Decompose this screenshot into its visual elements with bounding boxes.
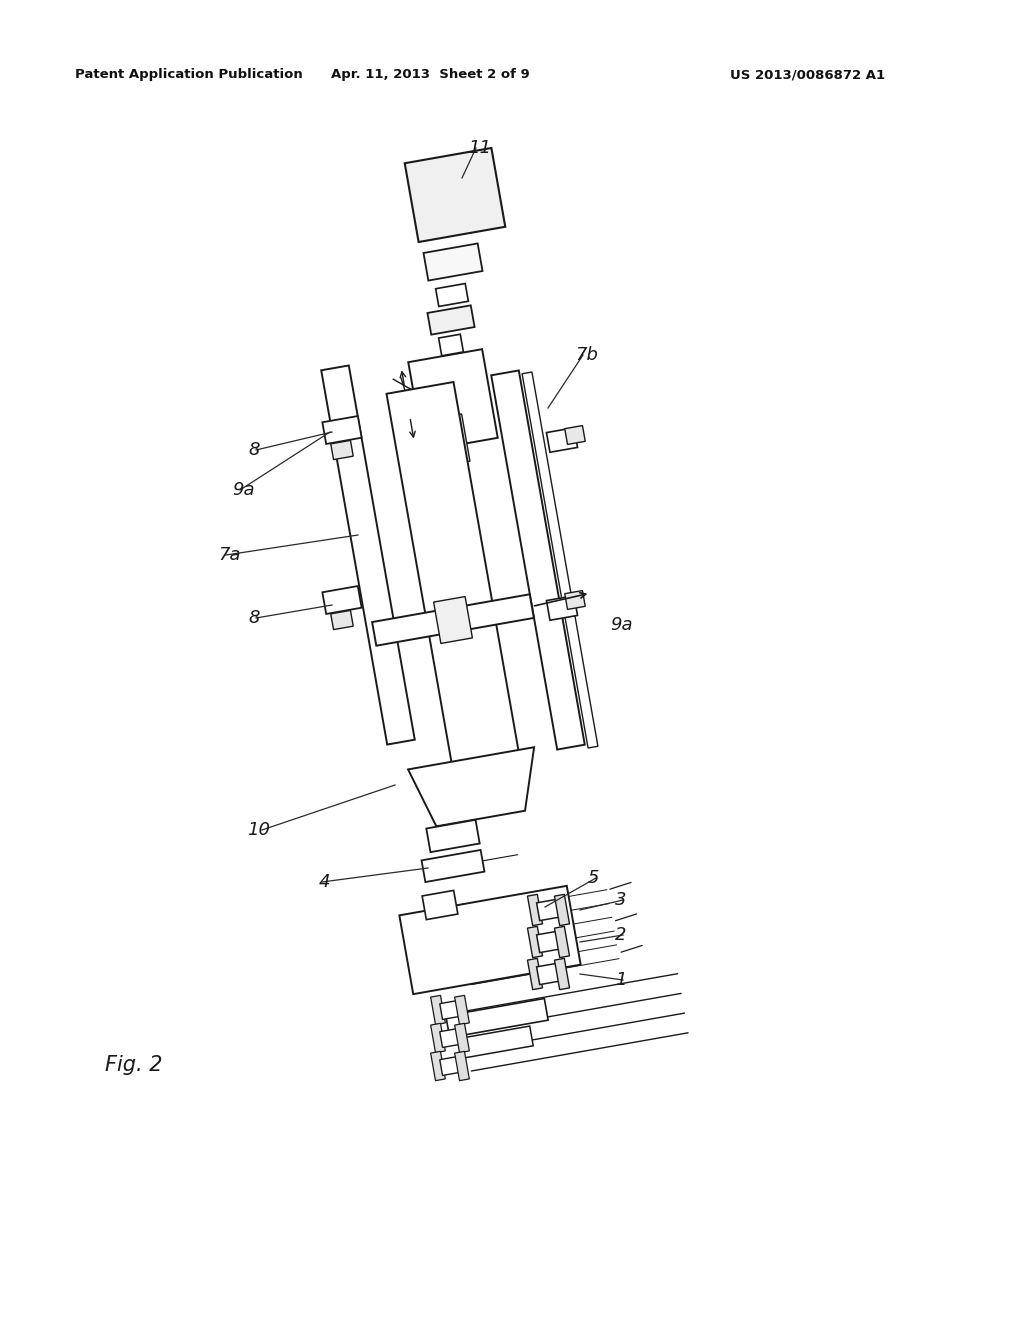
Polygon shape bbox=[322, 366, 415, 744]
Text: 2: 2 bbox=[615, 927, 627, 944]
Polygon shape bbox=[461, 1026, 534, 1057]
Polygon shape bbox=[527, 927, 543, 957]
Text: Apr. 11, 2013  Sheet 2 of 9: Apr. 11, 2013 Sheet 2 of 9 bbox=[331, 69, 529, 81]
Polygon shape bbox=[422, 891, 458, 920]
Text: Patent Application Publication: Patent Application Publication bbox=[75, 69, 303, 81]
Polygon shape bbox=[455, 995, 469, 1024]
Polygon shape bbox=[431, 995, 445, 1024]
Polygon shape bbox=[492, 371, 585, 750]
Polygon shape bbox=[537, 899, 559, 920]
Polygon shape bbox=[404, 148, 505, 242]
Polygon shape bbox=[433, 597, 472, 643]
Polygon shape bbox=[422, 850, 484, 882]
Polygon shape bbox=[565, 425, 586, 445]
Text: Fig. 2: Fig. 2 bbox=[105, 1055, 163, 1074]
Polygon shape bbox=[547, 428, 578, 453]
Polygon shape bbox=[435, 284, 468, 306]
Text: 9a: 9a bbox=[610, 616, 633, 634]
Text: 9a: 9a bbox=[232, 480, 255, 499]
Polygon shape bbox=[565, 590, 586, 610]
Polygon shape bbox=[438, 334, 464, 356]
Text: US 2013/0086872 A1: US 2013/0086872 A1 bbox=[730, 69, 885, 81]
Polygon shape bbox=[431, 1023, 445, 1052]
Polygon shape bbox=[386, 381, 519, 768]
Polygon shape bbox=[372, 594, 534, 645]
Polygon shape bbox=[408, 747, 535, 826]
Polygon shape bbox=[537, 964, 559, 985]
Polygon shape bbox=[323, 416, 361, 444]
Polygon shape bbox=[445, 998, 548, 1038]
Polygon shape bbox=[409, 350, 498, 451]
Text: 8: 8 bbox=[248, 441, 259, 459]
Polygon shape bbox=[554, 895, 569, 925]
Polygon shape bbox=[527, 895, 543, 925]
Text: 1: 1 bbox=[615, 972, 627, 989]
Polygon shape bbox=[399, 886, 581, 994]
Polygon shape bbox=[439, 1028, 460, 1048]
Polygon shape bbox=[554, 958, 569, 990]
Polygon shape bbox=[547, 595, 578, 620]
Polygon shape bbox=[427, 305, 474, 335]
Text: 4: 4 bbox=[318, 873, 330, 891]
Polygon shape bbox=[455, 1051, 469, 1081]
Polygon shape bbox=[434, 414, 470, 466]
Polygon shape bbox=[455, 1023, 469, 1052]
Text: 3: 3 bbox=[615, 891, 627, 909]
Polygon shape bbox=[439, 1001, 460, 1019]
Polygon shape bbox=[407, 467, 430, 486]
Polygon shape bbox=[527, 958, 543, 990]
Text: 10: 10 bbox=[247, 821, 270, 840]
Polygon shape bbox=[537, 932, 559, 953]
Polygon shape bbox=[431, 1051, 445, 1081]
Text: 7b: 7b bbox=[575, 346, 598, 364]
Polygon shape bbox=[554, 927, 569, 957]
Polygon shape bbox=[424, 243, 482, 281]
Text: 11: 11 bbox=[468, 139, 490, 157]
Text: 5: 5 bbox=[588, 869, 599, 887]
Polygon shape bbox=[331, 441, 353, 459]
Text: 7a: 7a bbox=[218, 546, 241, 564]
Polygon shape bbox=[522, 372, 598, 748]
Polygon shape bbox=[426, 820, 479, 853]
Polygon shape bbox=[439, 1056, 460, 1076]
Polygon shape bbox=[323, 586, 361, 614]
Text: 8: 8 bbox=[248, 609, 259, 627]
Polygon shape bbox=[331, 610, 353, 630]
